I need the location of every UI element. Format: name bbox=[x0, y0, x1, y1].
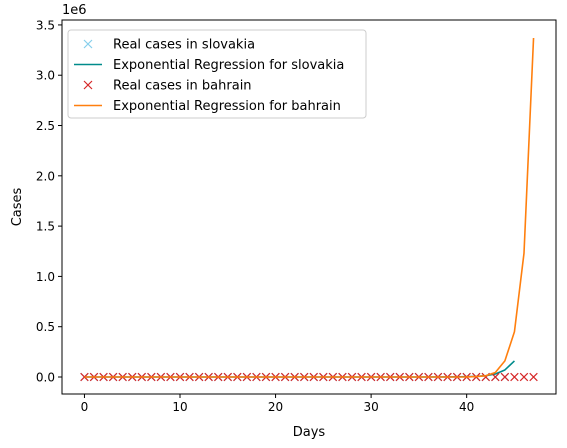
legend-label: Real cases in slovakia bbox=[113, 38, 255, 53]
x-tick-label: 0 bbox=[81, 400, 89, 414]
y-tick-label: 3.0 bbox=[36, 69, 55, 83]
y-offset-label: 1e6 bbox=[62, 3, 87, 18]
y-axis-label: Cases bbox=[10, 187, 25, 226]
series-3 bbox=[84, 37, 535, 378]
x-axis-label: Days bbox=[293, 425, 326, 440]
legend-item: Real cases in slovakia bbox=[83, 38, 255, 53]
legend-swatch bbox=[83, 39, 93, 49]
y-tick-label: 0.0 bbox=[36, 371, 55, 385]
legend: Real cases in slovakia Exponential Regres… bbox=[67, 29, 367, 119]
y-tick-label: 0.5 bbox=[36, 320, 55, 334]
legend-item: Exponential Regression for slovakia bbox=[74, 58, 344, 73]
data-point bbox=[510, 372, 519, 382]
y-tick-label: 1.5 bbox=[36, 220, 55, 234]
y-tick-label: 2.5 bbox=[36, 119, 55, 133]
legend-label: Real cases in bahrain bbox=[113, 79, 252, 94]
y-tick-label: 1.0 bbox=[36, 270, 55, 284]
legend-box bbox=[67, 29, 367, 119]
x-tick-label: 20 bbox=[268, 400, 283, 414]
legend-item: Real cases in bahrain bbox=[83, 79, 252, 94]
y-tick-label: 2.0 bbox=[36, 169, 55, 183]
x-axis-ticks: 0 10 20 30 40 bbox=[81, 394, 474, 414]
x-tick-label: 40 bbox=[459, 400, 474, 414]
x-tick-label: 30 bbox=[363, 400, 378, 414]
y-axis-ticks: 0.0 0.5 1.0 1.5 2.0 2.5 3.0 3.5 bbox=[36, 18, 62, 385]
data-point bbox=[519, 372, 529, 382]
legend-label: Exponential Regression for slovakia bbox=[113, 58, 344, 73]
y-tick-label: 3.5 bbox=[36, 18, 55, 32]
data-point bbox=[529, 372, 538, 382]
series-layer bbox=[80, 37, 538, 382]
plot-frame bbox=[61, 19, 557, 395]
x-tick-label: 10 bbox=[172, 400, 187, 414]
legend-label: Exponential Regression for bahrain bbox=[113, 99, 341, 114]
data-point bbox=[500, 372, 510, 382]
legend-item: Exponential Regression for bahrain bbox=[74, 99, 341, 114]
data-point bbox=[491, 372, 500, 382]
series-line bbox=[84, 37, 535, 378]
legend-swatch bbox=[83, 80, 93, 90]
